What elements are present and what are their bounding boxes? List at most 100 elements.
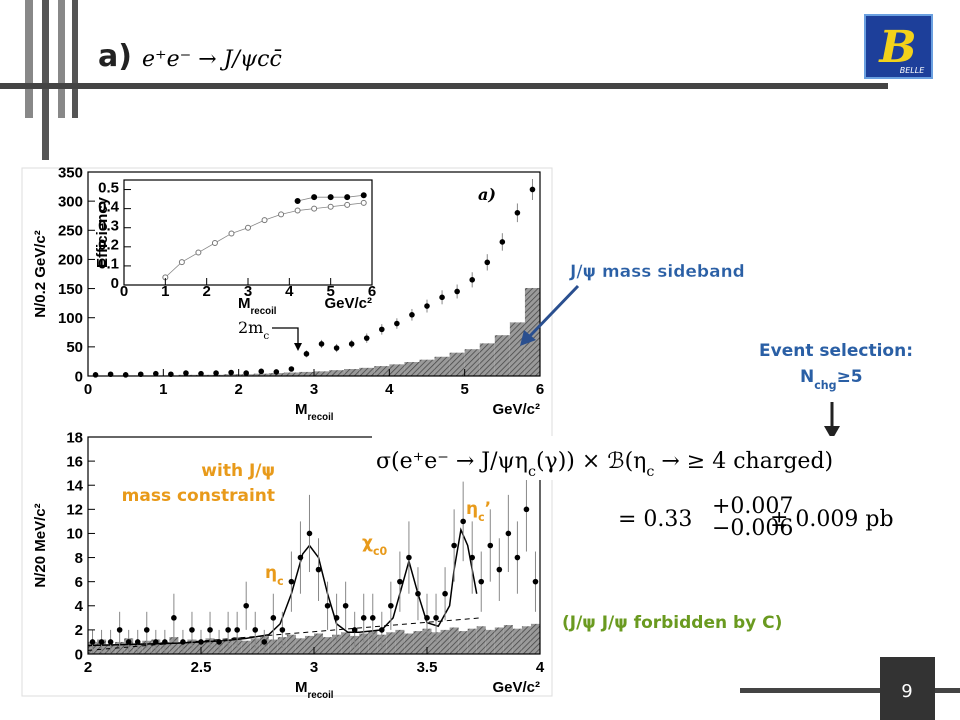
- sideband-bar: [413, 631, 423, 654]
- data-point: [424, 615, 430, 621]
- x-tick-label: 3.5: [417, 659, 438, 676]
- selection-arrowhead: [824, 426, 840, 440]
- inset-point: [178, 259, 185, 266]
- x-axis-label: Mrecoil: [295, 401, 334, 423]
- sideband-bar: [512, 628, 522, 654]
- data-point: [433, 615, 439, 621]
- text-part: c: [478, 511, 485, 524]
- page-number: 9: [901, 681, 912, 702]
- sideband-bar: [467, 628, 477, 654]
- data-point: [409, 312, 415, 318]
- x-tick-label: 2.5: [191, 659, 212, 676]
- data-point: [318, 341, 325, 347]
- text-part: (γ)) × ℬ(η: [536, 449, 646, 474]
- sideband-label: J/ψ mass sideband: [569, 262, 745, 282]
- data-point: [279, 627, 286, 633]
- y-tick-label: 0.3: [98, 218, 119, 235]
- x-tick-label: 5: [460, 381, 468, 398]
- sideband-bar: [503, 625, 513, 654]
- text-part: M: [238, 295, 251, 312]
- inset-point: [311, 194, 318, 201]
- logo-letter: B: [877, 22, 916, 73]
- data-point: [499, 239, 506, 245]
- text-part: M: [295, 401, 308, 418]
- data-point: [324, 602, 331, 609]
- title-formula: e⁺e⁻ → J/ψcc̄: [142, 47, 282, 72]
- sideband-bar: [298, 371, 314, 376]
- sideband-bar: [295, 638, 305, 654]
- y-tick-label: 350: [58, 164, 83, 181]
- y-tick-label: 250: [58, 223, 83, 240]
- inset-point: [294, 198, 301, 204]
- data-point: [243, 370, 249, 376]
- sideband-bar: [485, 629, 495, 654]
- data-point: [183, 370, 189, 376]
- sideband-bar: [464, 349, 480, 376]
- data-point: [207, 627, 213, 633]
- x-tick-label: 1: [159, 381, 167, 398]
- curve: [87, 617, 482, 651]
- data-point: [469, 277, 476, 283]
- sideband-bar: [494, 335, 510, 376]
- sideband-bar: [419, 359, 435, 376]
- sideband-bar: [449, 627, 459, 654]
- data-point: [107, 639, 114, 645]
- inset-point: [211, 240, 218, 246]
- sideband-bar: [253, 373, 269, 376]
- x-tick-label: 3: [310, 381, 318, 398]
- y-tick-label: 0.4: [98, 198, 120, 215]
- x-tick-label: 0: [120, 283, 128, 300]
- y-axis-label: N/20 MeV/c²: [32, 503, 49, 587]
- sideband-bar: [268, 639, 278, 654]
- text-part: η: [466, 499, 478, 519]
- sideband-bar: [283, 372, 299, 376]
- sideband-bar: [341, 632, 351, 654]
- data-point: [439, 294, 445, 301]
- data-point: [514, 554, 521, 561]
- data-point: [153, 370, 159, 377]
- data-point: [523, 506, 530, 513]
- data-point: [363, 335, 370, 341]
- sideband-bar: [458, 631, 468, 654]
- data-point: [442, 590, 448, 597]
- y-tick-label: 50: [66, 339, 83, 356]
- y-tick-label: 2: [75, 622, 83, 639]
- data-point: [469, 554, 476, 561]
- data-point: [478, 578, 485, 585]
- text-part: recoil: [251, 306, 277, 317]
- y-tick-label: 8: [75, 550, 83, 567]
- x-tick-label: 2: [234, 381, 242, 398]
- sideband-bar: [169, 637, 179, 654]
- sideband-bar: [431, 632, 441, 654]
- sideband-bar: [494, 627, 504, 654]
- data-point: [116, 627, 123, 633]
- x-tick-label: 2: [202, 283, 210, 300]
- data-point: [348, 341, 355, 347]
- result-box: [614, 492, 938, 538]
- page-footer: 9: [740, 657, 960, 720]
- data-point: [213, 370, 219, 376]
- data-point: [451, 542, 457, 549]
- data-point: [484, 259, 491, 266]
- data-point: [162, 639, 168, 645]
- text-part: c: [646, 464, 654, 480]
- inset-point: [294, 207, 301, 214]
- data-point: [424, 303, 430, 309]
- data-point: [454, 288, 460, 295]
- chi-c0-label: χc0: [362, 533, 388, 558]
- formula-box: [372, 436, 958, 480]
- data-point: [514, 210, 521, 216]
- text-part: χ: [362, 533, 373, 553]
- data-point: [225, 627, 231, 633]
- data-point: [360, 615, 367, 621]
- data-point: [89, 639, 96, 645]
- slide-label: a): [98, 39, 132, 74]
- logo: B BELLE: [864, 14, 933, 79]
- text-part: chg: [814, 379, 836, 392]
- x-axis-unit: GeV/c²: [492, 679, 540, 696]
- text-part: c: [528, 464, 536, 480]
- cross-section-value: = 0.33: [618, 507, 692, 532]
- corner-bars: [0, 0, 888, 160]
